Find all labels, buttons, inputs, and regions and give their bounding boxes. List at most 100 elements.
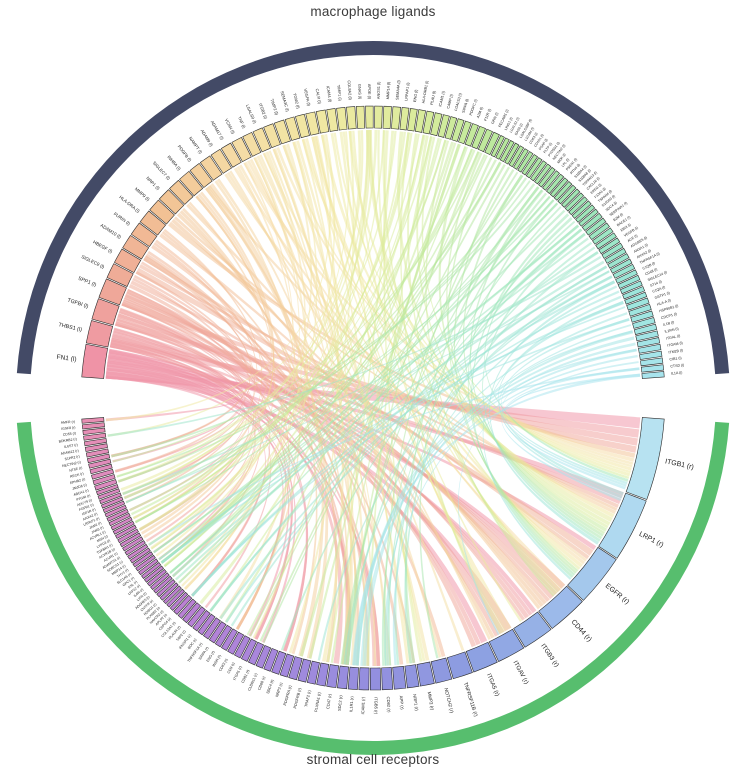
receptor-label: SDC2 (r) xyxy=(337,694,344,711)
ligand-label: LGALS3 (l) xyxy=(454,93,463,111)
ligand-label: PLTP (l) xyxy=(543,142,553,154)
receptor-label: PLXNA1 (r) xyxy=(313,691,322,712)
ligand-sector xyxy=(422,110,435,135)
receptor-label: FGFR1 (r) xyxy=(78,503,94,512)
ligand-sector xyxy=(305,111,320,136)
chord-ribbon xyxy=(139,264,619,509)
ligand-sector xyxy=(640,364,664,373)
ligand-label: TNF (l) xyxy=(237,115,247,129)
receptor-sector xyxy=(135,554,156,572)
receptor-label: TRAF2 (r) xyxy=(303,689,312,708)
ligand-sector xyxy=(326,108,339,132)
ligand-label: IL1RN (l) xyxy=(664,327,679,334)
receptor-sector xyxy=(392,665,407,690)
ligand-sector xyxy=(630,310,654,323)
receptor-sector xyxy=(279,653,295,678)
receptor-label: NRP2 (r) xyxy=(275,681,284,697)
receptor-label: RECK (r) xyxy=(70,471,85,478)
ligand-label: HLA-A (l) xyxy=(656,298,671,306)
ligand-sector xyxy=(414,109,426,133)
receptor-sector xyxy=(86,453,111,464)
receptor-label: LRP1 (r) xyxy=(638,531,665,549)
receptor-label: JAM3 (r) xyxy=(91,525,104,534)
receptor-sector xyxy=(208,621,227,644)
ligand-sector xyxy=(638,343,662,354)
receptor-label: IGF1R (r) xyxy=(81,507,96,516)
ligand-sector xyxy=(610,258,633,274)
receptor-label: NT5E (r) xyxy=(69,466,83,473)
receptor-sector xyxy=(83,432,107,441)
receptor-sector xyxy=(202,617,221,640)
receptor-sector xyxy=(127,543,149,560)
receptor-sector xyxy=(159,582,179,601)
chord-ribbon xyxy=(497,300,624,496)
receptor-label: ITGA1 (r) xyxy=(233,665,243,681)
receptor-sector xyxy=(220,628,238,651)
ligand-sector xyxy=(553,181,573,201)
receptor-sector xyxy=(143,565,164,583)
ligand-label: PSAP (l) xyxy=(538,138,549,151)
receptor-sector xyxy=(84,443,108,452)
ligand-label: TIMP2 (l) xyxy=(269,98,279,116)
receptor-sector xyxy=(326,664,340,688)
ligand-sector xyxy=(179,170,204,197)
receptor-label: BDKRB2 (r) xyxy=(59,437,78,443)
ligand-label: ICAM4 (l) xyxy=(326,85,333,103)
ligand-label: HLA-DRB1 (l) xyxy=(421,80,429,104)
chord-ribbon xyxy=(502,373,641,490)
ligand-label: THBS1 (l) xyxy=(58,322,83,333)
ligand-sector xyxy=(575,204,596,223)
ligand-sector xyxy=(517,151,534,173)
receptor-sector xyxy=(197,613,216,636)
receptor-label: SDC4 (r) xyxy=(266,678,275,694)
ligand-label: ITGAM (l) xyxy=(667,341,683,348)
receptor-label: CD55 (r) xyxy=(63,431,77,437)
ligand-sector xyxy=(598,237,621,255)
ligand-label: MDK (l) xyxy=(556,153,566,165)
ligand-sector xyxy=(346,106,357,130)
ligand-sector xyxy=(91,298,120,326)
ligand-sector xyxy=(546,173,565,194)
receptor-label: CLDN11 (r) xyxy=(247,672,258,692)
ligand-sector xyxy=(490,135,505,158)
ligand-label: GNAS (l) xyxy=(357,84,362,100)
receptor-sector xyxy=(162,585,182,605)
receptor-label: PTGIR (r) xyxy=(76,493,91,502)
receptor-label: ITGA5 (r) xyxy=(485,673,500,697)
receptor-sector xyxy=(138,558,159,576)
ligand-label: PLAU (l) xyxy=(430,90,437,105)
ligand-label: ANOS1 (l) xyxy=(377,81,381,99)
receptor-sector xyxy=(182,602,202,624)
ligand-label: ADAM10 (l) xyxy=(99,223,122,240)
ligand-sector xyxy=(263,123,281,149)
ligand-sector xyxy=(564,192,585,212)
ligand-sector xyxy=(595,232,617,250)
ligand-sector xyxy=(169,179,194,205)
chord-ribbon xyxy=(315,135,410,664)
ligand-sector xyxy=(581,212,603,232)
receptor-sector xyxy=(124,540,146,556)
chord-ribbon xyxy=(482,232,601,542)
ligand-label: VEGFA (l) xyxy=(303,88,312,107)
chord-ribbon xyxy=(114,318,638,446)
receptor-sector xyxy=(316,662,330,687)
receptor-sector xyxy=(110,516,133,531)
receptor-sector xyxy=(247,641,265,666)
receptor-sector xyxy=(288,656,303,681)
receptor-sector xyxy=(347,666,359,690)
ligand-label: CD151 (l) xyxy=(533,133,544,147)
chord-ribbon xyxy=(122,130,378,496)
receptor-label: CD9 (r) xyxy=(227,662,236,675)
receptor-sector xyxy=(102,500,126,514)
ligand-sector xyxy=(601,242,624,259)
chord-ribbon xyxy=(160,201,276,564)
ligand-label: MMP9 (l) xyxy=(134,186,151,202)
receptor-sector xyxy=(358,667,370,691)
ligand-label: PDGFC (l) xyxy=(469,99,478,116)
receptor-label: LYPD3 (r) xyxy=(96,539,111,550)
ligand-label: C1QB (l) xyxy=(642,261,656,270)
receptor-label: MSN (r) xyxy=(96,534,108,543)
receptor-sector xyxy=(567,546,617,601)
receptor-label: ABCA1 (r) xyxy=(73,488,89,497)
receptor-sector xyxy=(625,417,665,500)
